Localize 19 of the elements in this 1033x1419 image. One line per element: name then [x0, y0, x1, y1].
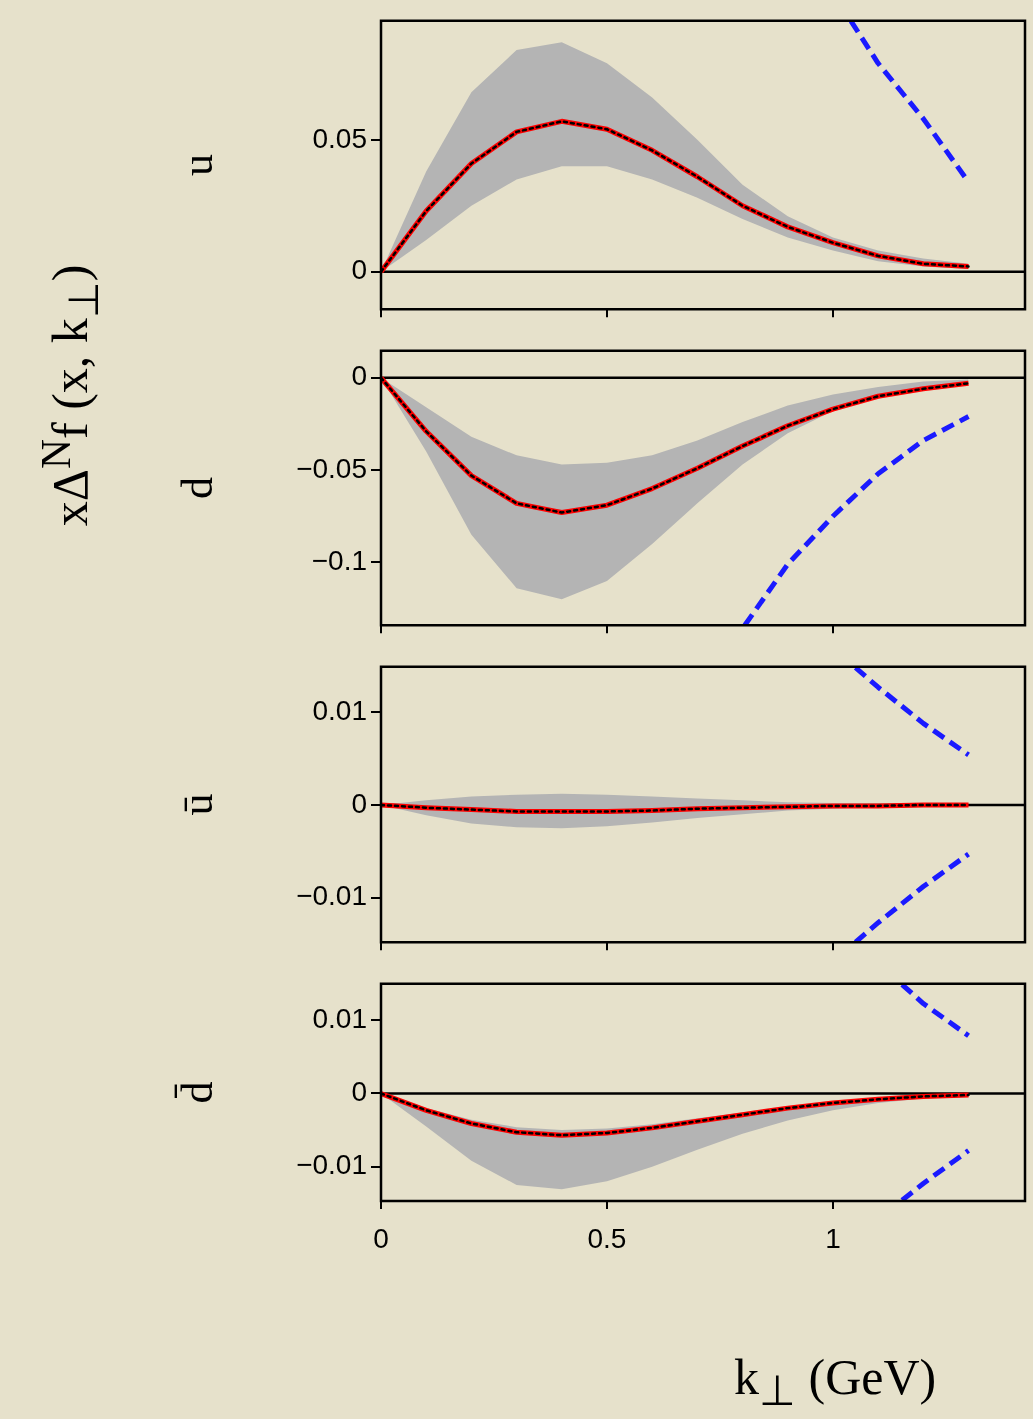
y-axis-title: d̄ [172, 1081, 222, 1104]
y-tick-label: −0.1 [311, 545, 367, 577]
y-tick-label: 0.05 [312, 122, 367, 154]
x-tick-label: 0 [373, 1222, 389, 1254]
y-axis-title: u [172, 154, 222, 176]
y-tick-label: −0.05 [296, 452, 367, 484]
x-axis-title: k$_{⊥}$ (GeV) [734, 1348, 937, 1415]
y-tick-label: 0 [351, 1076, 367, 1108]
y-tick-label: 0 [351, 360, 367, 392]
y-tick-label: 0 [351, 254, 367, 286]
x-tick-label: 0.5 [587, 1222, 627, 1254]
y-tick-label: 0 [351, 787, 367, 819]
y-tick-label: −0.01 [296, 880, 367, 912]
y-tick-label: −0.01 [296, 1149, 367, 1181]
y-axis-title: d [172, 477, 222, 499]
y-axis-title: ū [172, 793, 222, 816]
y-tick-label: 0.01 [312, 1003, 367, 1035]
y-tick-label: 0.01 [312, 694, 367, 726]
x-tick-label: 1 [825, 1222, 841, 1254]
